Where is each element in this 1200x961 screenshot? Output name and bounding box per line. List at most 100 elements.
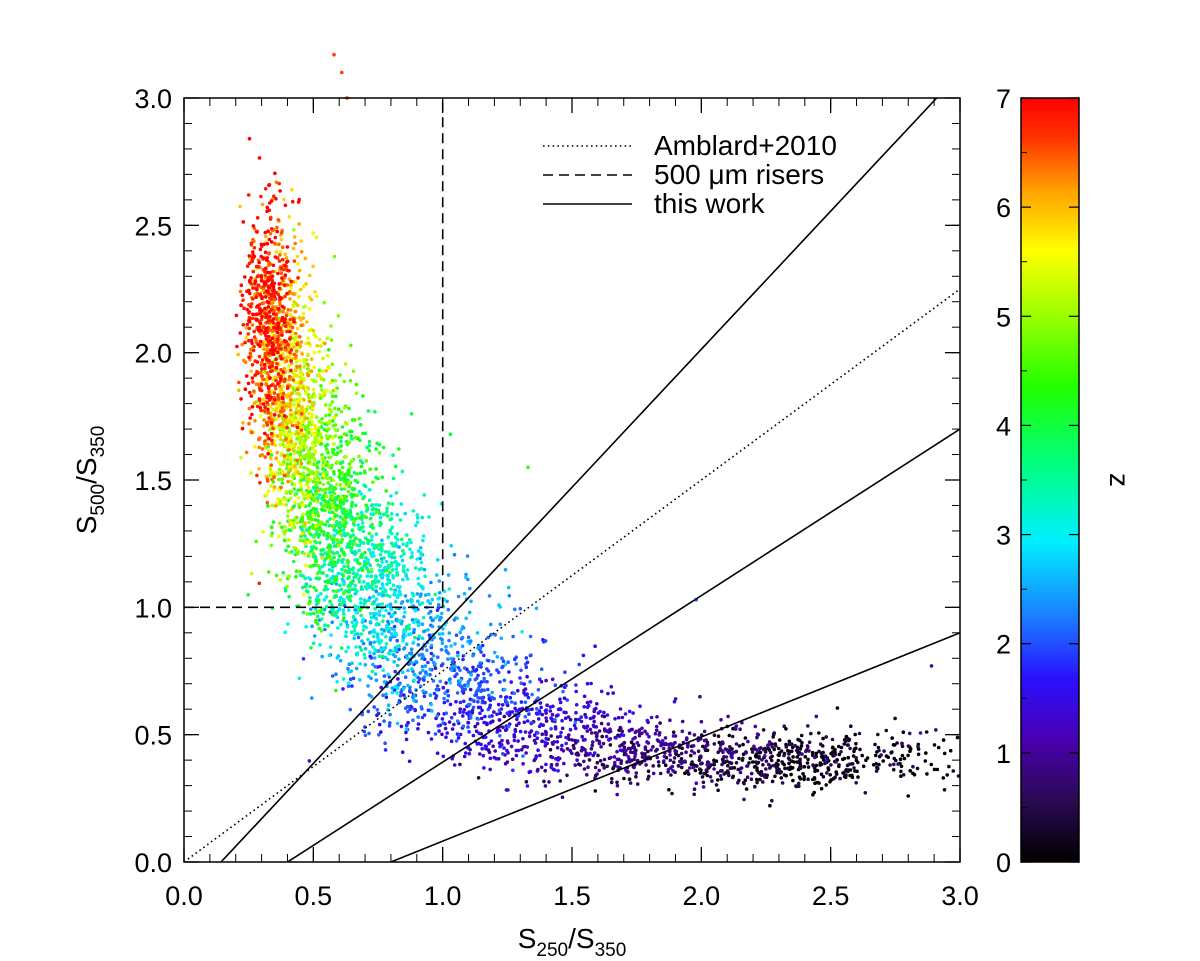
scatter-point	[323, 623, 327, 627]
y-tick-label: 3.0	[134, 84, 172, 114]
scatter-point	[761, 780, 765, 784]
scatter-point	[672, 699, 677, 704]
scatter-point	[298, 481, 303, 486]
scatter-point	[445, 731, 450, 735]
scatter-point	[320, 377, 325, 382]
scatter-point	[302, 357, 306, 362]
scatter-point	[295, 521, 300, 525]
scatter-point	[475, 689, 479, 693]
scatter-point	[346, 440, 351, 444]
scatter-point	[512, 691, 517, 696]
scatter-point	[290, 431, 294, 436]
scatter-point	[466, 684, 470, 688]
scatter-point	[313, 423, 317, 428]
scatter-point	[377, 592, 382, 596]
scatter-point	[401, 687, 406, 691]
scatter-point	[786, 766, 790, 771]
scatter-point	[395, 563, 399, 568]
scatter-point	[296, 488, 301, 493]
scatter-point	[273, 443, 278, 448]
scatter-point	[333, 563, 338, 568]
scatter-point	[358, 645, 362, 649]
scatter-point	[412, 678, 416, 682]
scatter-point	[399, 724, 404, 729]
scatter-point	[236, 352, 240, 357]
scatter-point	[777, 738, 782, 742]
scatter-point	[333, 578, 338, 583]
scatter-point	[598, 709, 602, 714]
scatter-point	[582, 705, 586, 709]
scatter-point	[336, 558, 341, 562]
scatter-point	[317, 426, 322, 430]
scatter-point	[468, 687, 473, 692]
scatter-point	[448, 680, 453, 685]
x-tick-label: 3.0	[941, 881, 979, 911]
scatter-point	[755, 780, 759, 785]
scatter-point	[280, 341, 284, 345]
scatter-point	[256, 283, 261, 287]
colorbar-tick-label: 1	[996, 739, 1011, 769]
scatter-point	[540, 739, 544, 743]
scatter-point	[265, 423, 270, 427]
scatter-point	[473, 724, 478, 729]
scatter-point	[291, 303, 296, 308]
scatter-point	[544, 719, 549, 723]
scatter-point	[269, 431, 274, 436]
scatter-point	[462, 699, 466, 704]
scatter-point	[339, 495, 344, 499]
scatter-point	[249, 338, 254, 343]
scatter-point	[668, 718, 672, 722]
scatter-point	[464, 616, 469, 621]
scatter-point	[471, 653, 475, 658]
scatter-point	[552, 768, 557, 772]
scatter-point	[310, 624, 314, 628]
scatter-point	[377, 613, 382, 617]
scatter-point	[456, 594, 461, 599]
scatter-point	[655, 755, 660, 760]
scatter-point	[288, 458, 293, 463]
scatter-point	[260, 367, 264, 371]
scatter-point	[811, 792, 815, 797]
scatter-point	[447, 631, 452, 635]
scatter-point	[357, 577, 361, 581]
scatter-point	[730, 734, 735, 739]
reference-line-solid	[390, 632, 960, 862]
scatter-point	[458, 762, 462, 767]
scatter-point	[421, 538, 425, 543]
scatter-point	[401, 542, 406, 547]
scatter-point	[801, 772, 805, 776]
scatter-point	[806, 724, 810, 728]
scatter-point	[758, 777, 762, 782]
scatter-point	[268, 365, 272, 370]
scatter-point	[925, 772, 929, 776]
scatter-point	[328, 476, 333, 480]
scatter-point	[549, 727, 553, 731]
scatter-point	[297, 448, 302, 452]
scatter-point	[724, 747, 729, 752]
scatter-point	[371, 480, 375, 485]
scatter-point	[385, 657, 390, 662]
scatter-point	[519, 668, 523, 673]
scatter-point	[285, 329, 289, 334]
scatter-point	[247, 254, 252, 258]
scatter-point	[313, 510, 317, 515]
scatter-point	[310, 406, 315, 411]
scatter-point	[335, 656, 340, 660]
scatter-point	[379, 685, 384, 690]
scatter-point	[657, 739, 661, 743]
scatter-point	[721, 750, 725, 754]
scatter-point	[548, 709, 553, 713]
scatter-point	[488, 622, 493, 627]
scatter-point	[598, 759, 603, 763]
scatter-point	[728, 745, 732, 749]
scatter-point	[461, 710, 466, 714]
scatter-point	[402, 552, 406, 556]
scatter-point	[848, 773, 852, 778]
scatter-point	[455, 616, 460, 621]
scatter-point	[614, 736, 618, 740]
scatter-point	[257, 328, 261, 333]
scatter-point	[296, 399, 300, 403]
scatter-point	[394, 648, 399, 653]
scatter-point	[900, 742, 904, 746]
